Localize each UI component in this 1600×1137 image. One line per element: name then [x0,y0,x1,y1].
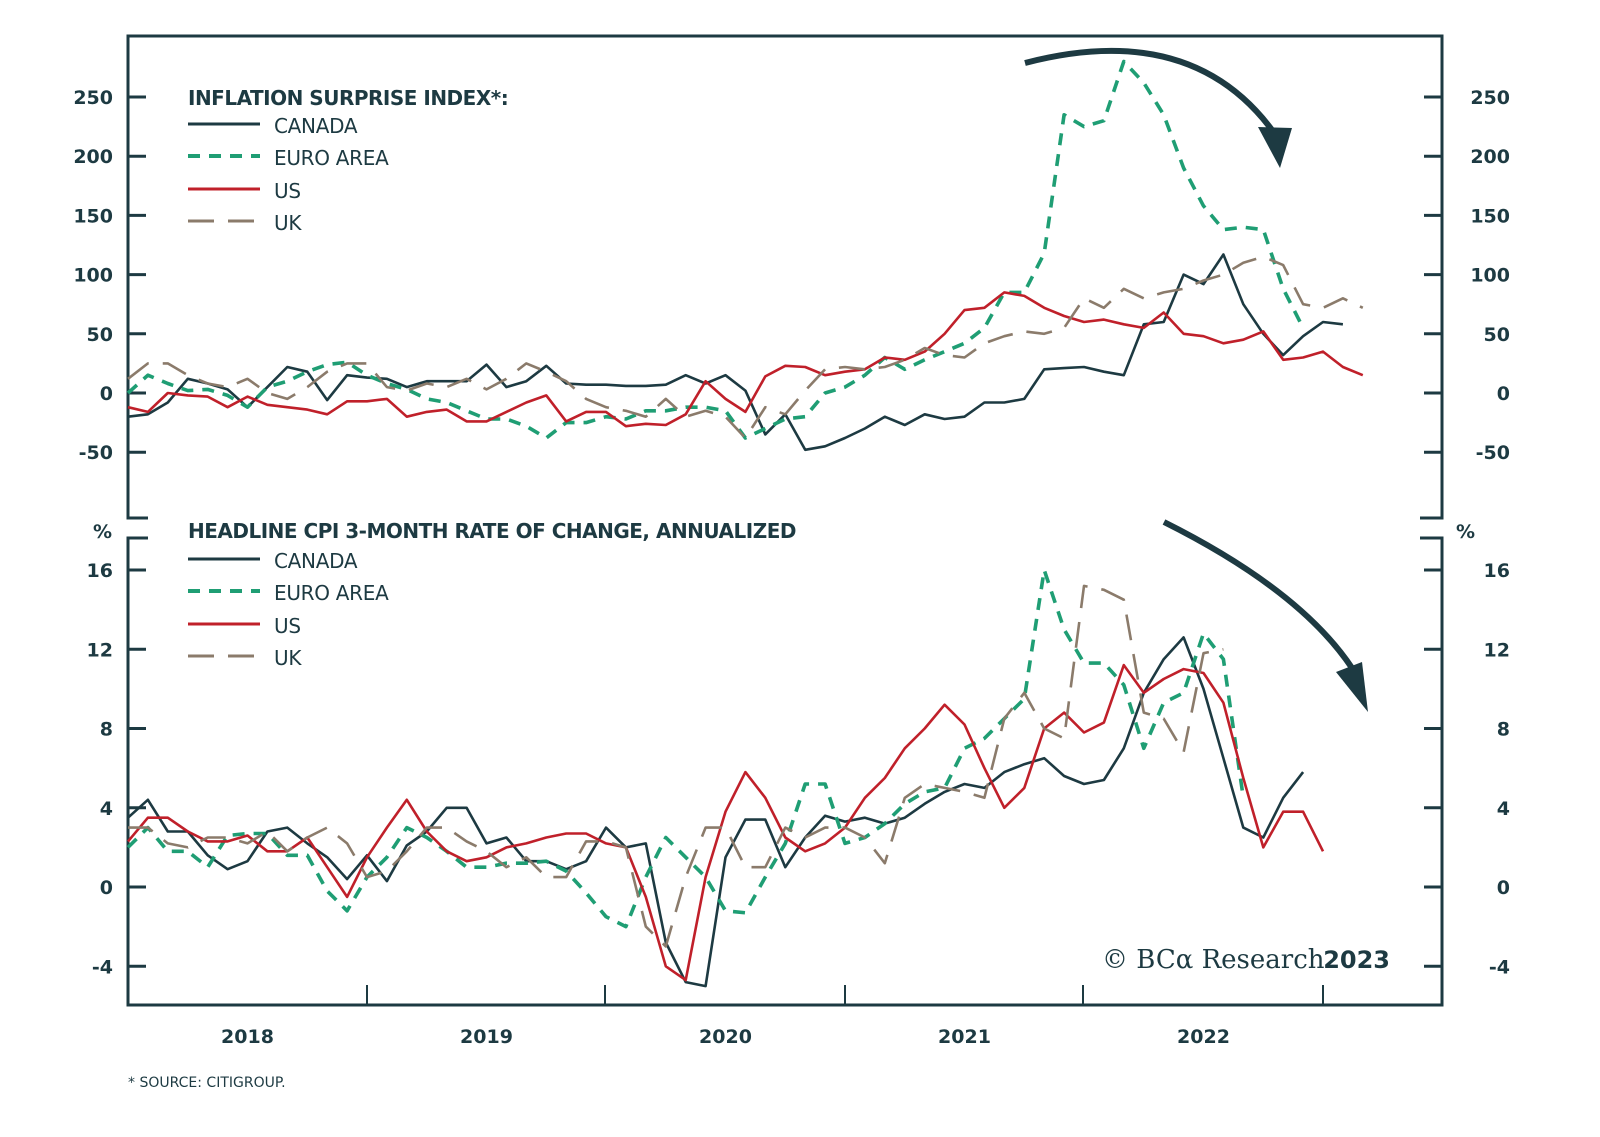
y-tick-label-left: 4 [100,798,113,820]
y-tick-label-left: 150 [73,205,113,227]
y-tick-label-right: 12 [1484,639,1510,661]
copyright-text: © BCα Research [1102,945,1325,975]
arrowhead-icon [1336,662,1368,712]
y-tick-label-left: 200 [73,146,113,168]
legend-label-canada: CANADA [274,114,358,138]
top-legend-title: INFLATION SURPRISE INDEX*: [188,86,508,110]
legend-label-euro-area: EURO AREA [274,581,389,605]
y-tick-label-right: 250 [1470,87,1510,109]
chart-frame [126,34,1444,1007]
top-legend: INFLATION SURPRISE INDEX*: CANADA EURO A… [188,86,509,235]
x-axis-label-2020: 2020 [699,1026,752,1048]
y-tick-label-right: -50 [1476,442,1510,464]
legend-label-us: US [274,614,301,638]
y-tick-label-right: 0 [1497,383,1510,405]
top-series-canada [127,253,1344,452]
y-tick-label-right: 4 [1497,798,1510,820]
y-tick-label-left: 50 [87,324,113,346]
y-tick-label-left: 100 [73,265,113,287]
y-tick-label-right: 16 [1484,560,1510,582]
bottom-left-unit-label: % [93,521,112,543]
bottom-right-unit-label: % [1456,521,1475,543]
top-panel-axes: -50 -50 0 0 50 50 100 100 150 150 200 200 250 250 [73,87,1510,464]
trend-arrow-bottom [1162,519,1368,712]
bottom-series-canada [127,636,1305,988]
top-series-euro-area [126,59,1305,440]
y-tick-label-right: 50 [1484,324,1510,346]
arrowhead-icon [1258,127,1292,168]
bottom-series-euro-area [126,568,1246,929]
y-tick-label-right: 100 [1470,265,1510,287]
y-tick-label-right: -4 [1489,956,1510,978]
top-panel-series [126,59,1364,452]
copyright-year: 2023 [1323,946,1390,974]
bottom-panel-border [126,536,1444,1007]
legend-label-uk: UK [274,211,302,235]
legend-label-uk: UK [274,646,302,670]
y-tick-label-left: 8 [100,719,113,741]
trend-arrow-top [1024,47,1292,168]
bottom-panel-series [126,568,1325,988]
source-footnote: * SOURCE: CITIGROUP. [128,1075,286,1091]
x-axis-label-2021: 2021 [938,1026,991,1048]
bottom-series-us [127,663,1325,982]
legend-label-canada: CANADA [274,549,358,573]
x-axis-label-2022: 2022 [1177,1026,1230,1048]
y-tick-label-left: 12 [87,639,113,661]
bottom-legend: HEADLINE CPI 3-MONTH RATE OF CHANGE, ANN… [188,519,796,670]
y-tick-label-right: 150 [1470,205,1510,227]
bottom-legend-title: HEADLINE CPI 3-MONTH RATE OF CHANGE, ANN… [188,519,796,543]
y-tick-label-right: 200 [1470,146,1510,168]
y-tick-label-left: -4 [92,956,113,978]
x-axis-year-labels: 2018 2019 2020 2021 2022 [221,1026,1230,1048]
top-series-us [127,291,1364,428]
legend-label-us: US [274,179,301,203]
y-tick-label-left: 0 [100,877,113,899]
y-tick-label-left: 16 [87,560,113,582]
x-axis-label-2019: 2019 [460,1026,513,1048]
bottom-panel-axes: -4 -4 0 0 4 4 8 8 12 12 16 16 [87,560,1510,978]
legend-label-euro-area: EURO AREA [274,146,389,170]
x-axis-label-2018: 2018 [221,1026,274,1048]
y-tick-label-right: 8 [1497,719,1510,741]
y-tick-label-left: -50 [79,442,113,464]
y-tick-label-left: 0 [100,383,113,405]
bottom-series-uk [128,584,1224,948]
top-panel-border [126,34,1444,520]
y-tick-label-right: 0 [1497,877,1510,899]
y-tick-label-left: 250 [73,87,113,109]
